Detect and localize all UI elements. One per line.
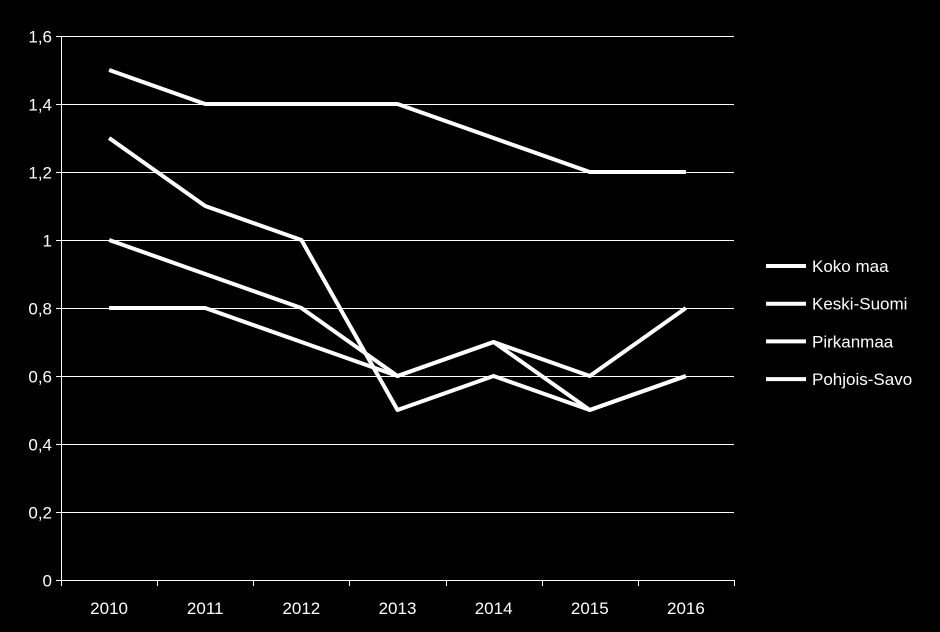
y-tick-labels: 0 0,2 0,4 0,6 0,8 1 1,2 1,4 1,6	[28, 28, 52, 591]
x-tick-label: 2012	[282, 599, 320, 618]
legend-item: Keski-Suomi	[766, 295, 907, 314]
y-tick-label: 1,6	[28, 28, 52, 47]
series-line-pirkanmaa	[108, 238, 687, 412]
axes	[56, 36, 735, 586]
y-tick-label: 0,6	[28, 368, 52, 387]
legend-label: Pohjois-Savo	[812, 370, 912, 389]
y-tick-label: 1	[43, 232, 52, 251]
x-tick-label: 2013	[379, 599, 417, 618]
legend-item: Koko maa	[766, 257, 889, 276]
series-lines	[107, 68, 688, 412]
legend-label: Keski-Suomi	[812, 295, 907, 314]
legend-item: Pirkanmaa	[766, 332, 894, 351]
y-tick-label: 1,2	[28, 164, 52, 183]
y-tick-label: 0	[43, 572, 52, 591]
y-tick-label: 1,4	[28, 96, 52, 115]
x-tick-labels: 2010 2011 2012 2013 2014 2015 2016	[90, 599, 705, 618]
x-tick-label: 2014	[475, 599, 513, 618]
legend-label: Koko maa	[812, 257, 889, 276]
legend-item: Pohjois-Savo	[766, 370, 912, 389]
x-tick-label: 2016	[667, 599, 705, 618]
series-line-pohjois-savo	[108, 68, 686, 174]
y-tick-label: 0,8	[28, 300, 52, 319]
legend: Koko maa Keski-Suomi Pirkanmaa Pohjois-Savo	[766, 257, 912, 389]
x-tick-label: 2011	[187, 599, 224, 618]
x-tick-label: 2015	[571, 599, 609, 618]
legend-label: Pirkanmaa	[812, 332, 894, 351]
y-tick-label: 0,2	[28, 504, 52, 523]
y-tick-label: 0,4	[28, 436, 52, 455]
x-tick-label: 2010	[90, 599, 128, 618]
